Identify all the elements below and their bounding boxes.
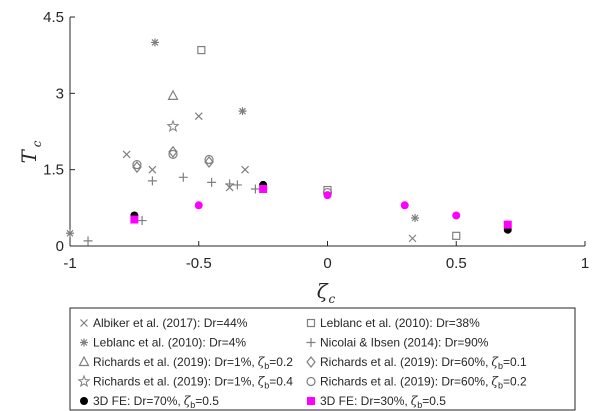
data-point-square-open bbox=[452, 231, 461, 240]
data-point-circle-open bbox=[204, 154, 214, 165]
legend-marker-asterisk bbox=[80, 338, 88, 347]
data-point-plus bbox=[207, 177, 217, 187]
y-tick-label: 4.5 bbox=[43, 9, 64, 26]
data-point-plus bbox=[232, 180, 242, 190]
data-point-diamond-open bbox=[168, 145, 178, 158]
legend-marker-circle-filled bbox=[80, 397, 88, 405]
legend-marker-x bbox=[80, 319, 88, 327]
data-point-square-open bbox=[197, 45, 206, 55]
legend-entry: Richards et al. (2019): Dr=60%, ζb=0.1 bbox=[320, 355, 527, 371]
data-point-circle-filled bbox=[323, 191, 332, 200]
legend-marker-triangle-open bbox=[78, 355, 90, 367]
legend-entry: Leblanc et al. (2010): Dr=38% bbox=[320, 316, 480, 330]
data-point-asterisk bbox=[238, 107, 247, 116]
data-point-square-filled bbox=[259, 185, 268, 194]
data-point-plus bbox=[83, 236, 93, 246]
y-axis-label: Tc bbox=[17, 140, 44, 163]
data-point-square-filled bbox=[503, 220, 512, 229]
legend: Albiker et al. (2017): Dr=44% Leblanc et … bbox=[69, 307, 576, 411]
x-tick-label: -0.5 bbox=[186, 255, 212, 272]
x-axis-label: ζc bbox=[317, 279, 336, 306]
data-point-x bbox=[408, 234, 417, 243]
data-point-asterisk bbox=[150, 38, 159, 47]
axes bbox=[69, 17, 585, 247]
legend-entry: Richards et al. (2019): Dr=1%, ζb=0.2 bbox=[93, 355, 293, 371]
data-point-triangle-open bbox=[167, 89, 179, 100]
legend-entry: Leblanc et al. (2010): Dr=4% bbox=[93, 336, 246, 350]
legend-marker-circle-open bbox=[306, 376, 316, 387]
axis-labels: Tc ζc bbox=[17, 140, 336, 306]
legend-box bbox=[69, 307, 576, 411]
legend-marker-diamond-open bbox=[306, 356, 316, 368]
x-tick-label: 0.5 bbox=[446, 255, 467, 272]
legend-entry: 3D FE: Dr=30%, ζb=0.5 bbox=[320, 394, 446, 410]
legend-marker-square-open bbox=[306, 318, 316, 328]
data-point-plus bbox=[178, 172, 188, 182]
data-point-asterisk bbox=[66, 229, 74, 238]
y-tick-label: 1.5 bbox=[43, 162, 64, 179]
legend-entry: Nicolai & Ibsen (2014): Dr=90% bbox=[320, 336, 489, 350]
data-point-x bbox=[122, 150, 131, 159]
data-point-diamond-open bbox=[204, 156, 214, 168]
data-point-circle-open bbox=[132, 159, 142, 170]
data-points bbox=[66, 38, 512, 246]
data-point-diamond-open bbox=[132, 161, 142, 174]
data-point-plus bbox=[137, 216, 147, 226]
data-point-star bbox=[166, 119, 180, 133]
data-point-circle-filled bbox=[400, 201, 409, 210]
data-point-circle-filled bbox=[194, 201, 203, 210]
data-point-plus bbox=[147, 176, 157, 186]
y-tick-label: 0 bbox=[56, 238, 64, 255]
legend-entry: Richards et al. (2019): Dr=1%, ζb=0.4 bbox=[93, 375, 293, 391]
y-tick-label: 3 bbox=[56, 85, 64, 102]
x-tick-label: 0 bbox=[323, 255, 331, 272]
data-point-plus bbox=[250, 184, 260, 194]
data-point-circle-open bbox=[168, 149, 178, 159]
tick-labels: -1 -0.5 0 0.5 1 0 1.5 3 4.5 bbox=[43, 9, 589, 272]
legend-marker-plus bbox=[306, 338, 316, 347]
legend-entry: 3D FE: Dr=70%, ζb=0.5 bbox=[93, 394, 219, 410]
legend-marker-square-filled bbox=[307, 397, 315, 405]
x-tick-label: 1 bbox=[581, 255, 589, 272]
data-point-square-filled bbox=[130, 215, 139, 224]
data-point-asterisk bbox=[411, 214, 420, 223]
legend-entry: Albiker et al. (2017): Dr=44% bbox=[93, 316, 248, 330]
x-tick-label: -1 bbox=[63, 255, 76, 272]
data-point-circle-filled bbox=[452, 211, 461, 220]
data-point-plus bbox=[225, 179, 235, 189]
data-point-x bbox=[194, 112, 203, 121]
data-point-x bbox=[241, 165, 250, 174]
data-point-x bbox=[148, 165, 157, 174]
legend-marker-star bbox=[77, 374, 91, 388]
legend-entry: Richards et al. (2019): Dr=60%, ζb=0.2 bbox=[320, 375, 527, 391]
